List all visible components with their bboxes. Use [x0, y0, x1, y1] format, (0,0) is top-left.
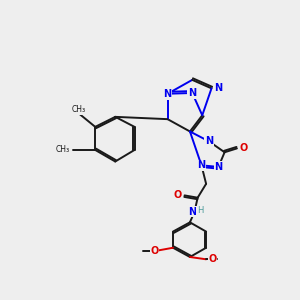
Text: N: N: [164, 89, 172, 99]
Text: CH₃: CH₃: [56, 146, 70, 154]
Text: N: N: [188, 207, 196, 217]
Text: N: N: [214, 162, 223, 172]
Text: N: N: [197, 160, 206, 170]
Text: O: O: [208, 254, 217, 264]
Text: N: N: [188, 88, 196, 98]
Text: O: O: [240, 143, 248, 153]
Text: N: N: [214, 83, 222, 93]
Text: O: O: [173, 190, 182, 200]
Text: N: N: [205, 136, 213, 146]
Text: CH₃: CH₃: [71, 105, 85, 114]
Text: H: H: [197, 206, 203, 215]
Text: O: O: [150, 246, 159, 256]
